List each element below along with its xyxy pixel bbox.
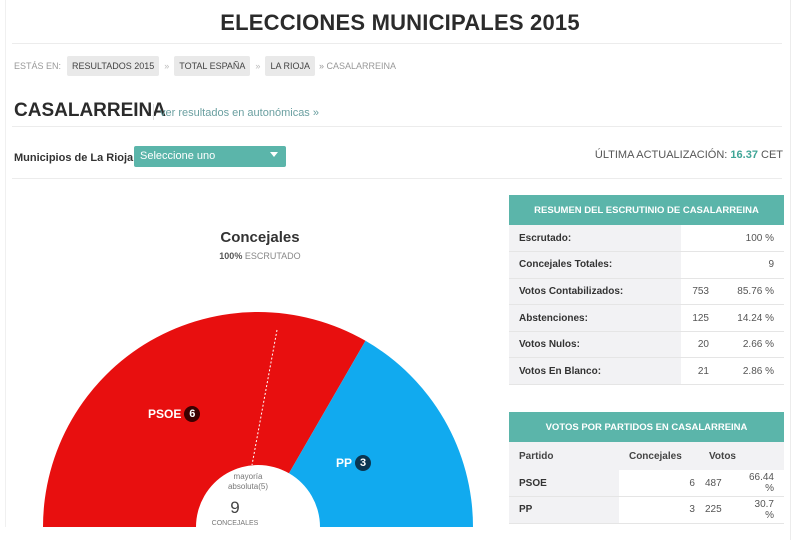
autonomicas-results-link[interactable]: ver resultados en autonómicas » — [160, 107, 319, 119]
table-row: PP 3 225 30.7 % — [509, 496, 784, 524]
party-seats: 3 — [689, 504, 695, 516]
select-value: Seleccione uno — [140, 150, 216, 162]
scrutiny-label: ESCRUTADO — [244, 251, 301, 261]
table-row: Escrutado: 100 % — [509, 225, 784, 252]
row-label: Votos Contabilizados: — [509, 278, 681, 305]
total-seats: 9 — [230, 498, 240, 517]
last-update: ÚLTIMA ACTUALIZACIÓN: 16.37 CET — [595, 149, 783, 161]
page-title: ELECCIONES MUNICIPALES 2015 — [220, 10, 580, 35]
chart-title: Concejales — [220, 229, 300, 246]
row-percent: 9 — [768, 259, 774, 271]
update-time: 16.37 — [730, 149, 758, 161]
col-header-concejales: Concejales — [628, 450, 682, 462]
row-value — [681, 252, 719, 279]
row-value: 20 — [697, 339, 709, 351]
party-name: PSOE — [509, 470, 619, 497]
pp-label: PP 3 — [336, 455, 372, 471]
table-row: Votos Nulos: 20 2.66 % — [509, 331, 784, 358]
seat-count-badge: 3 — [355, 455, 372, 471]
page-frame — [5, 0, 791, 540]
party-percent: 66.44 % — [748, 472, 774, 495]
total-seats-label: CONCEJALES — [211, 520, 259, 527]
party-name: PSOE — [148, 407, 182, 421]
table-row: Abstenciones: 125 14.24 % — [509, 304, 784, 332]
chevron-down-icon — [270, 152, 278, 157]
scrutiny-percent: 100% — [219, 251, 243, 261]
psoe-segment[interactable] — [43, 311, 366, 527]
party-name: PP — [509, 496, 619, 524]
row-value: 21 — [697, 365, 709, 377]
party-percent: 30.7 % — [754, 498, 774, 521]
table-row: Concejales Totales: 9 — [509, 251, 784, 279]
row-value: 753 — [692, 285, 709, 297]
psoe-label: PSOE 6 — [148, 406, 201, 422]
breadcrumb-current: » CASALARREINA — [318, 61, 396, 71]
municipality-select[interactable]: Seleccione uno — [134, 146, 286, 167]
divider — [12, 178, 782, 179]
table-header-row: Partido Concejales Votos — [509, 442, 784, 470]
row-percent: 14.24 % — [737, 312, 774, 324]
table-row: Votos En Blanco: 21 2.86 % — [509, 357, 784, 385]
breadcrumb-la-rioja[interactable]: LA RIOJA — [265, 56, 315, 76]
majority-line2: absoluta(5) — [227, 482, 269, 491]
party-name: PP — [336, 456, 353, 470]
table-row: PSOE 6 487 66.44 % — [509, 470, 784, 497]
breadcrumb-label: ESTÁS EN: — [14, 61, 62, 71]
update-label: ÚLTIMA ACTUALIZACIÓN: — [594, 149, 728, 161]
party-table-title: VOTOS POR PARTIDOS EN CASALARREINA — [509, 412, 784, 442]
majority-line — [251, 329, 278, 466]
divider — [12, 126, 782, 127]
row-percent: 100 % — [745, 232, 774, 244]
update-tz: CET — [761, 149, 783, 161]
row-value: 125 — [692, 312, 709, 324]
majority-line1: mayoría — [233, 472, 263, 481]
divider — [153, 104, 154, 120]
row-percent: 85.76 % — [737, 285, 774, 297]
seat-count-badge: 6 — [184, 406, 201, 422]
row-label: Concejales Totales: — [509, 251, 681, 279]
party-votes: 487 — [704, 477, 722, 489]
summary-table-title: RESUMEN DEL ESCRUTINIO DE CASALARREINA — [509, 195, 784, 225]
municipality-name: CASALARREINA — [14, 100, 166, 121]
party-votes: 225 — [704, 504, 722, 516]
col-header-partido: Partido — [519, 450, 554, 462]
pp-segment[interactable] — [289, 340, 473, 527]
chart-subtitle: 100% ESCRUTADO — [0, 251, 520, 261]
majority-label: mayoría absoluta(5) — [208, 472, 288, 492]
divider — [12, 43, 782, 44]
table-row: Votos Contabilizados: 753 85.76 % — [509, 278, 784, 305]
col-header-votos: Votos — [708, 450, 736, 462]
municipality-select-label: Municipios de La Rioja — [14, 152, 134, 164]
row-percent: 2.86 % — [742, 365, 774, 377]
row-percent: 2.66 % — [742, 339, 774, 351]
row-label: Escrutado: — [509, 225, 681, 252]
party-votes-table: VOTOS POR PARTIDOS EN CASALARREINA Parti… — [509, 412, 784, 524]
breadcrumb-separator: » — [164, 61, 170, 71]
breadcrumb: ESTÁS EN: RESULTADOS 2015 » TOTAL ESPAÑA… — [14, 56, 396, 76]
summary-table: RESUMEN DEL ESCRUTINIO DE CASALARREINA E… — [509, 195, 784, 385]
row-label: Votos Nulos: — [509, 331, 681, 358]
breadcrumb-total-espana[interactable]: TOTAL ESPAÑA — [174, 56, 251, 76]
row-label: Abstenciones: — [509, 304, 681, 332]
party-seats: 6 — [689, 477, 695, 489]
row-label: Votos En Blanco: — [509, 357, 681, 385]
row-value — [681, 225, 719, 252]
breadcrumb-resultados-2015[interactable]: RESULTADOS 2015 — [67, 56, 160, 76]
breadcrumb-separator: » — [255, 61, 261, 71]
